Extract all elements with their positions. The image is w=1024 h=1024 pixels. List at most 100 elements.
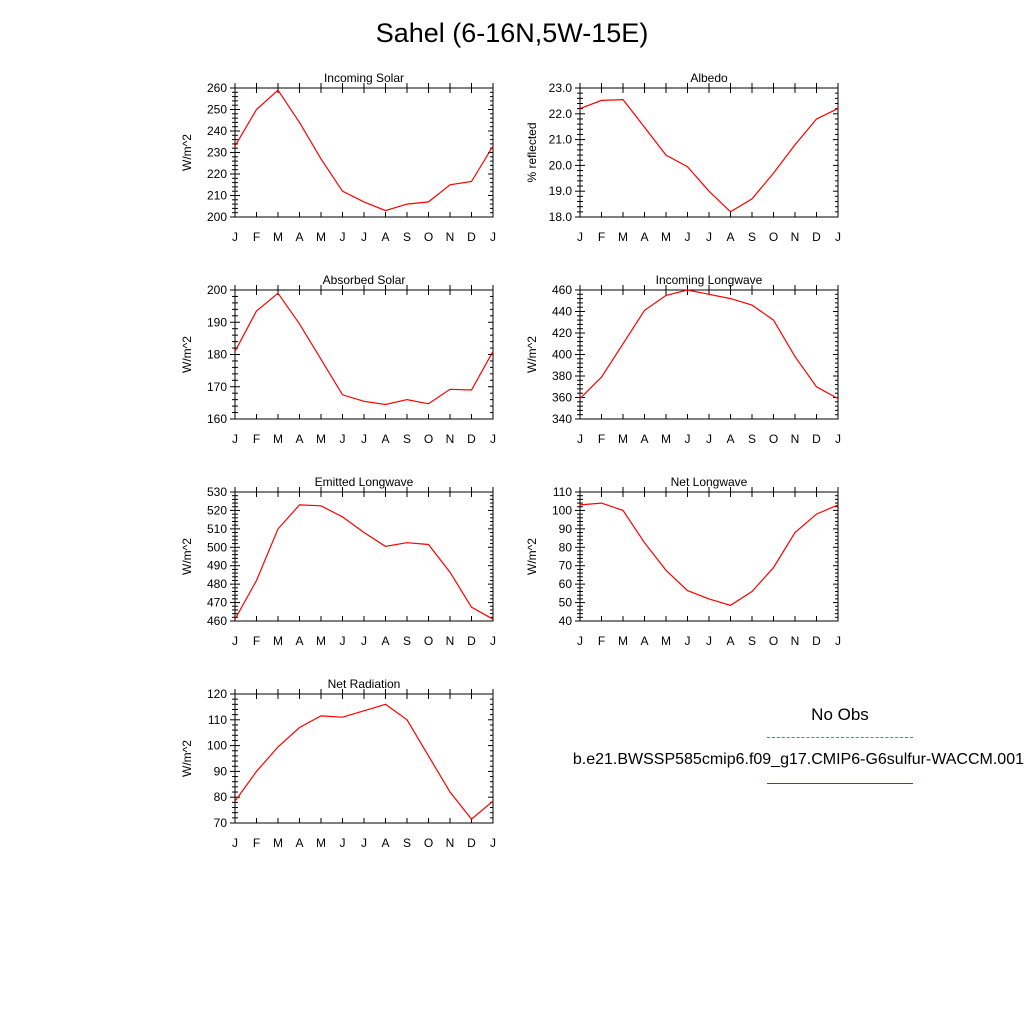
absorbed-solar-xtick-label: A	[381, 432, 389, 446]
net-radiation-xtick-label: N	[446, 836, 455, 850]
absorbed-solar-ytick-label: 200	[207, 283, 227, 297]
incoming-solar-xtick-label: A	[295, 230, 303, 244]
incoming-longwave-xtick-label: S	[748, 432, 756, 446]
incoming-longwave-ytick-label: 360	[552, 391, 572, 405]
emitted-longwave-xtick-label: J	[361, 634, 367, 648]
albedo-plot-frame	[579, 87, 839, 218]
net-radiation-xtick-label: A	[295, 836, 303, 850]
incoming-longwave-xtick-label: J	[685, 432, 691, 446]
incoming-solar-xtick-label: D	[467, 230, 476, 244]
albedo-xtick-label: J	[577, 230, 583, 244]
net-longwave-xtick-label: O	[769, 634, 778, 648]
emitted-longwave-xtick-label: D	[467, 634, 476, 648]
incoming-solar-xtick-label: S	[403, 230, 411, 244]
net-radiation-xtick-label: M	[273, 836, 283, 850]
incoming-longwave-xtick-label: N	[791, 432, 800, 446]
net-longwave-xtick-label: S	[748, 634, 756, 648]
emitted-longwave-ytick-label: 490	[207, 559, 227, 573]
incoming-solar-xtick-label: F	[253, 230, 260, 244]
net-radiation-xtick-label: J	[490, 836, 496, 850]
net-radiation-ytick-label: 80	[214, 790, 228, 804]
net-longwave-plot-frame	[579, 491, 839, 622]
albedo-xtick-label: D	[812, 230, 821, 244]
net-radiation-ylabel: W/m^2	[180, 740, 194, 777]
albedo-ytick-label: 20.0	[549, 158, 573, 172]
net-radiation-ytick-label: 90	[214, 764, 228, 778]
albedo-ylabel: % reflected	[525, 122, 539, 182]
albedo-xtick-label: J	[706, 230, 712, 244]
net-radiation-xtick-label: M	[316, 836, 326, 850]
net-longwave-xtick-label: J	[835, 634, 841, 648]
albedo-ytick-label: 18.0	[549, 210, 573, 224]
net-longwave-xtick-label: A	[640, 634, 648, 648]
absorbed-solar-xtick-label: J	[361, 432, 367, 446]
incoming-longwave-series-line	[579, 289, 839, 400]
albedo-series-line	[579, 98, 839, 213]
emitted-longwave-ylabel: W/m^2	[180, 538, 194, 575]
absorbed-solar-xtick-label: J	[490, 432, 496, 446]
albedo-ytick-label: 19.0	[549, 184, 573, 198]
absorbed-solar-xtick-label: D	[467, 432, 476, 446]
incoming-solar-xtick-label: M	[316, 230, 326, 244]
legend-obs-line	[767, 737, 913, 738]
incoming-solar-title: Incoming Solar	[324, 71, 404, 85]
emitted-longwave-xtick-label: N	[446, 634, 455, 648]
net-longwave-xtick-label: F	[598, 634, 605, 648]
absorbed-solar-ytick-label: 190	[207, 315, 227, 329]
net-radiation-xtick-label: O	[424, 836, 433, 850]
net-radiation-xtick-label: D	[467, 836, 476, 850]
absorbed-solar-ytick-label: 180	[207, 348, 227, 362]
net-longwave-ytick-label: 60	[559, 577, 573, 591]
net-longwave-ytick-label: 100	[552, 503, 572, 517]
incoming-longwave-xtick-label: M	[618, 432, 628, 446]
albedo-chart: Albedo % reflected 18.0 19.0 20.0 21.0 22.0 23.…	[525, 71, 841, 244]
net-radiation-xtick-label: S	[403, 836, 411, 850]
emitted-longwave-ytick-label: 470	[207, 596, 227, 610]
incoming-longwave-chart: Incoming Longwave W/m^2 340 360 380 400 420 440…	[525, 273, 841, 446]
incoming-solar-chart: Incoming Solar W/m^2 200 210 220 230 240 250 260…	[180, 71, 496, 244]
absorbed-solar-ylabel: W/m^2	[180, 336, 194, 373]
net-radiation-ytick-label: 110	[208, 713, 227, 727]
albedo-ytick-label: 22.0	[549, 107, 573, 121]
incoming-solar-ytick-label: 240	[207, 124, 227, 138]
emitted-longwave-ytick-label: 480	[207, 577, 227, 591]
net-radiation-ytick-label: 70	[214, 816, 228, 830]
net-longwave-ytick-label: 40	[559, 614, 573, 628]
net-longwave-ytick-label: 70	[559, 559, 573, 573]
albedo-xtick-label: A	[726, 230, 734, 244]
incoming-solar-xtick-label: A	[381, 230, 389, 244]
incoming-solar-xtick-label: J	[361, 230, 367, 244]
net-longwave-xtick-label: N	[791, 634, 800, 648]
net-longwave-ytick-label: 110	[553, 485, 572, 499]
albedo-title: Albedo	[690, 71, 728, 85]
absorbed-solar-xtick-label: O	[424, 432, 433, 446]
incoming-solar-xtick-label: J	[232, 230, 238, 244]
emitted-longwave-ytick-label: 460	[207, 614, 227, 628]
incoming-solar-xtick-label: M	[273, 230, 283, 244]
emitted-longwave-xtick-label: A	[381, 634, 389, 648]
net-longwave-series-line	[579, 502, 839, 606]
net-radiation-title: Net Radiation	[328, 677, 401, 691]
incoming-longwave-xtick-label: D	[812, 432, 821, 446]
absorbed-solar-series-line	[234, 292, 494, 406]
incoming-longwave-ylabel: W/m^2	[525, 336, 539, 373]
absorbed-solar-ytick-label: 170	[207, 380, 227, 394]
incoming-solar-plot-frame	[234, 87, 494, 218]
net-radiation-xtick-label: J	[361, 836, 367, 850]
albedo-xtick-label: M	[661, 230, 671, 244]
absorbed-solar-xtick-label: S	[403, 432, 411, 446]
incoming-longwave-xtick-label: F	[598, 432, 605, 446]
net-longwave-ylabel: W/m^2	[525, 538, 539, 575]
absorbed-solar-xtick-label: M	[316, 432, 326, 446]
net-radiation-xtick-label: F	[253, 836, 260, 850]
net-longwave-xtick-label: J	[577, 634, 583, 648]
incoming-longwave-plot-frame	[579, 289, 839, 420]
absorbed-solar-xtick-label: N	[446, 432, 455, 446]
albedo-xtick-label: F	[598, 230, 605, 244]
page-title: Sahel (6-16N,5W-15E)	[375, 18, 649, 48]
incoming-longwave-ytick-label: 440	[552, 305, 572, 319]
emitted-longwave-series-line	[234, 504, 494, 620]
incoming-longwave-xtick-label: M	[661, 432, 671, 446]
incoming-longwave-ytick-label: 400	[552, 348, 572, 362]
